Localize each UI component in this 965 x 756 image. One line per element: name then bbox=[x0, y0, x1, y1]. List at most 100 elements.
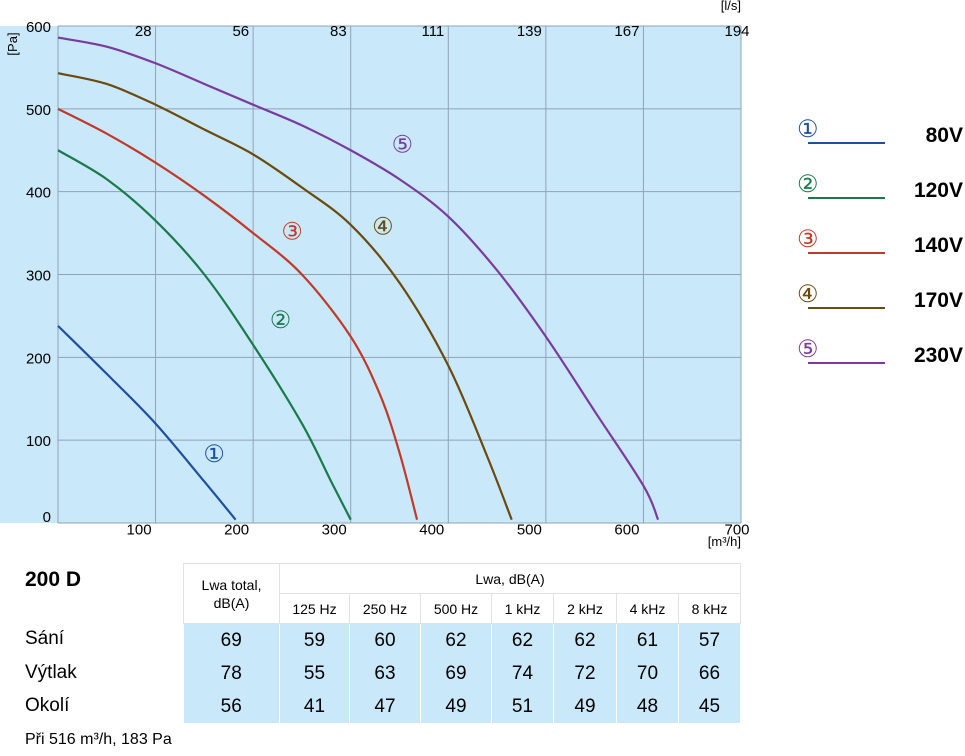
total-cell: 56 bbox=[183, 690, 280, 723]
legend-swatch bbox=[808, 307, 885, 309]
legend-marker: ③ bbox=[797, 226, 819, 253]
value-cell: 45 bbox=[678, 690, 741, 723]
total-cell: 69 bbox=[183, 623, 280, 657]
legend-item: ② 120V bbox=[790, 165, 965, 220]
top-tick-label: 56 bbox=[232, 23, 249, 40]
top-tick-label: 28 bbox=[135, 23, 152, 40]
footnote: Při 516 m³/h, 183 Pa bbox=[25, 731, 172, 748]
curve-marker-label: ③ bbox=[281, 218, 303, 245]
curve-120V bbox=[57, 149, 352, 521]
value-cell: 59 bbox=[279, 623, 350, 657]
value-cell: 57 bbox=[678, 623, 741, 657]
top-tick-label: 194 bbox=[724, 23, 749, 40]
top-tick-label: 111 bbox=[421, 23, 444, 40]
legend-swatch bbox=[808, 197, 885, 199]
x-tick-label: 200 bbox=[224, 521, 249, 538]
value-cell: 72 bbox=[553, 657, 617, 690]
value-cell: 62 bbox=[420, 623, 492, 657]
band-header: 8 kHz bbox=[678, 593, 741, 624]
top-tick-label: 83 bbox=[330, 23, 347, 40]
total-cell: 78 bbox=[183, 657, 280, 690]
band-header: 250 Hz bbox=[349, 593, 421, 624]
row-label-sani: Sání bbox=[25, 628, 65, 649]
y-tick-label: 200 bbox=[26, 350, 51, 367]
y-tick-label: 600 bbox=[26, 19, 51, 36]
band-header: 500 Hz bbox=[420, 593, 492, 624]
row-label-okoli: Okolí bbox=[25, 695, 70, 716]
top-tick-label: 139 bbox=[517, 23, 542, 40]
value-cell: 51 bbox=[491, 690, 554, 723]
value-cell: 61 bbox=[616, 623, 679, 657]
band-header: 1 kHz bbox=[491, 593, 554, 624]
value-cell: 70 bbox=[616, 657, 679, 690]
value-cell: 66 bbox=[678, 657, 741, 690]
legend-item: ④ 170V bbox=[790, 275, 965, 330]
curve-80V bbox=[57, 325, 237, 521]
fan-performance-chart: 100 200 300 400 500 600 700 0 100 200 300 400 500 600… bbox=[0, 0, 750, 549]
y-tick-label: 500 bbox=[26, 102, 51, 119]
chart-legend: ① 80V ② 120V ③ 140V ④ 170V ⑤ 230V bbox=[790, 110, 965, 385]
header-total: Lwa total, dB(A) bbox=[183, 563, 280, 624]
header-group: Lwa, dB(A) bbox=[279, 563, 741, 594]
legend-label: 140V bbox=[913, 234, 963, 257]
value-cell: 55 bbox=[279, 657, 350, 690]
x-tick-label: 300 bbox=[322, 521, 347, 538]
model-title: 200 D bbox=[25, 568, 82, 591]
legend-item: ① 80V bbox=[790, 110, 965, 165]
y-tick-label: 300 bbox=[26, 268, 51, 285]
y-tick-label: 100 bbox=[26, 433, 51, 450]
curve-230V bbox=[57, 36, 660, 521]
x-tick-label: 100 bbox=[127, 521, 152, 538]
band-header: 4 kHz bbox=[616, 593, 679, 624]
legend-marker: ④ bbox=[797, 281, 819, 308]
legend-label: 80V bbox=[925, 124, 963, 147]
legend-marker: ⑤ bbox=[797, 336, 819, 363]
value-cell: 48 bbox=[616, 690, 679, 723]
legend-label: 230V bbox=[913, 344, 963, 367]
legend-marker: ② bbox=[797, 171, 819, 198]
curve-marker-label: ④ bbox=[372, 213, 394, 240]
x-unit-label: [m³/h] bbox=[708, 534, 741, 549]
curve-marker-label: ⑤ bbox=[392, 131, 414, 158]
legend-swatch bbox=[808, 362, 885, 364]
legend-item: ⑤ 230V bbox=[790, 330, 965, 385]
value-cell: 49 bbox=[420, 690, 492, 723]
y-unit-label: [Pa] bbox=[5, 32, 20, 55]
y-tick-label: 400 bbox=[26, 185, 51, 202]
legend-swatch bbox=[808, 252, 885, 254]
legend-marker: ① bbox=[797, 116, 819, 143]
table-row: 78 55 63 69 74 72 70 66 bbox=[183, 657, 741, 690]
curve-marker-label: ① bbox=[203, 441, 225, 468]
top-tick-label: 167 bbox=[614, 23, 639, 40]
x-tick-label: 400 bbox=[419, 521, 444, 538]
legend-label: 170V bbox=[913, 289, 963, 312]
table-row: 56 41 47 49 51 49 48 45 bbox=[183, 690, 741, 723]
value-cell: 60 bbox=[349, 623, 421, 657]
value-cell: 49 bbox=[553, 690, 617, 723]
value-cell: 62 bbox=[491, 623, 554, 657]
y-tick-label: 0 bbox=[43, 509, 51, 526]
curve-marker-label: ② bbox=[270, 307, 292, 334]
x-tick-label: 500 bbox=[517, 521, 542, 538]
band-header: 125 Hz bbox=[279, 593, 350, 624]
top-unit-label: [l/s] bbox=[721, 0, 741, 13]
header-total-line1: Lwa total, bbox=[201, 576, 262, 593]
x-tick-label: 600 bbox=[614, 521, 639, 538]
curve-140V bbox=[57, 107, 419, 520]
value-cell: 74 bbox=[491, 657, 554, 690]
sound-power-table: Lwa total, dB(A) Lwa, dB(A) 125 Hz 250 H… bbox=[183, 563, 741, 723]
x-tick-label: 700 bbox=[724, 521, 749, 538]
value-cell: 41 bbox=[279, 690, 350, 723]
value-cell: 47 bbox=[349, 690, 421, 723]
legend-label: 120V bbox=[913, 179, 963, 202]
value-cell: 62 bbox=[553, 623, 617, 657]
band-header: 2 kHz bbox=[553, 593, 617, 624]
row-label-vytlak: Výtlak bbox=[25, 662, 77, 683]
curve-170V bbox=[57, 72, 513, 521]
legend-swatch bbox=[808, 142, 885, 144]
legend-item: ③ 140V bbox=[790, 220, 965, 275]
table-row: 69 59 60 62 62 62 61 57 bbox=[183, 623, 741, 657]
value-cell: 63 bbox=[349, 657, 421, 690]
value-cell: 69 bbox=[420, 657, 492, 690]
header-total-line2: dB(A) bbox=[213, 594, 250, 611]
